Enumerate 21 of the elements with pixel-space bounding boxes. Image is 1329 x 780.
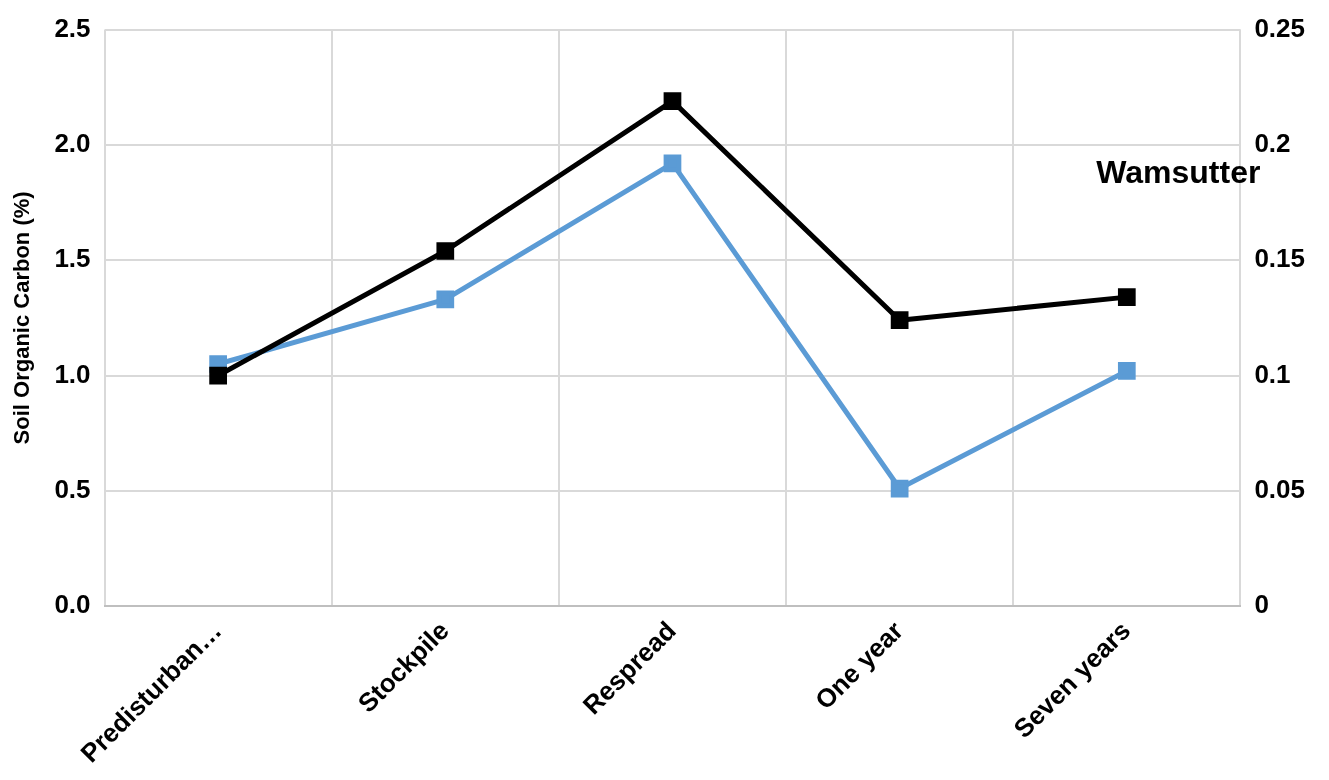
point	[1117, 362, 1136, 380]
point	[890, 311, 909, 330]
y-axis-title: Soil Organic Carbon (%)	[9, 191, 35, 445]
y2-tick-label: 0.1	[1254, 358, 1291, 389]
point	[436, 242, 455, 260]
y2-tick-label: 0.25	[1254, 12, 1306, 43]
y-tick-label: 2.5	[54, 12, 91, 43]
point	[890, 479, 909, 498]
point	[209, 366, 227, 385]
y-tick-label: 1.5	[54, 243, 91, 274]
y-tick-label: 1.0	[54, 358, 91, 389]
point	[663, 92, 682, 110]
y-tick-label: 0.0	[54, 589, 91, 620]
y2-tick-label: 0	[1254, 589, 1269, 620]
y2-tick-label: 0.15	[1254, 243, 1306, 274]
point	[663, 154, 682, 173]
y-tick-label: 0.5	[54, 474, 91, 505]
y-tick-label: 2.0	[54, 128, 91, 159]
point	[436, 290, 455, 309]
point	[1117, 288, 1136, 306]
y2-tick-label: 0.05	[1254, 474, 1306, 505]
